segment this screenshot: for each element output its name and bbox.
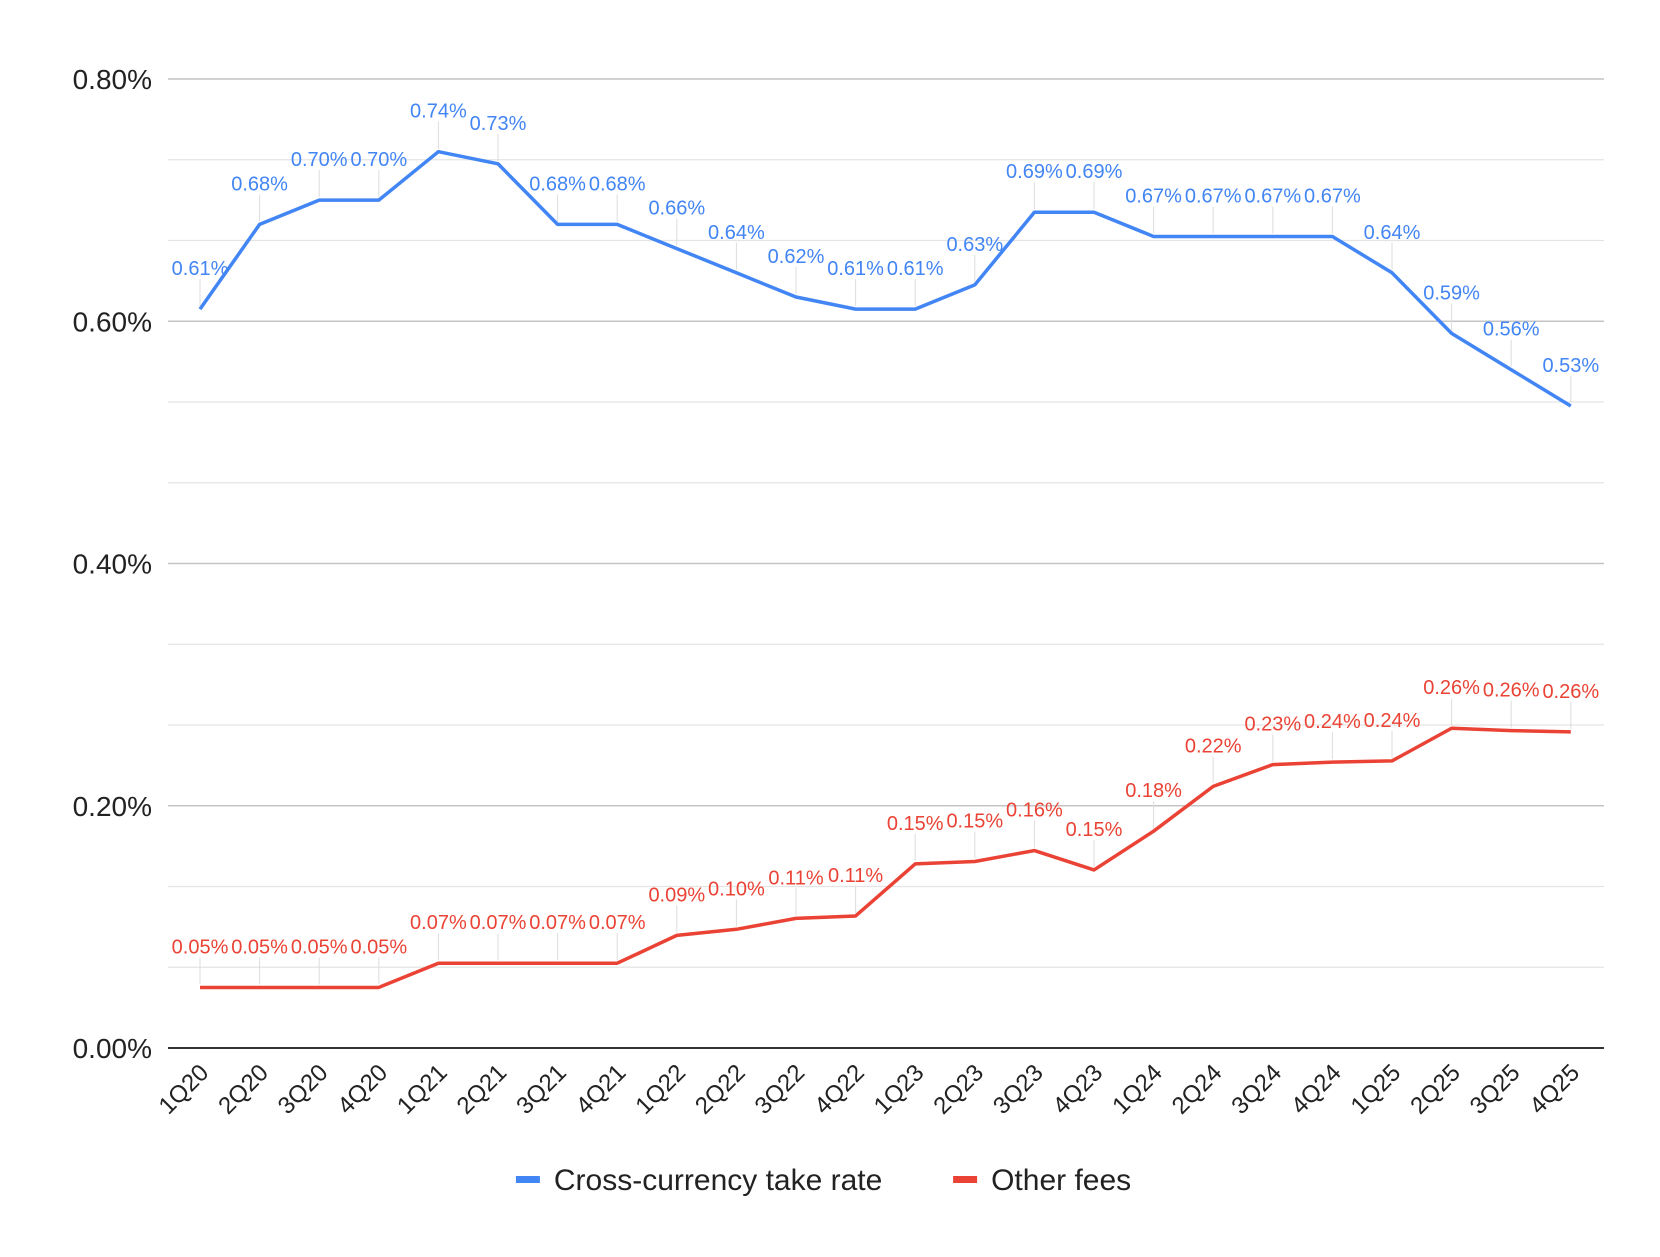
x-tick-label: 1Q22 — [630, 1059, 691, 1120]
data-label: 0.10% — [708, 878, 765, 900]
data-label: 0.22% — [1185, 735, 1242, 757]
series-line-cross-currency — [198, 149, 1572, 408]
data-label: 0.11% — [768, 867, 823, 889]
data-label: 0.07% — [589, 912, 646, 934]
data-label: 0.05% — [350, 936, 407, 958]
series-layer — [198, 149, 1572, 990]
data-label: 0.15% — [1066, 819, 1123, 841]
y-tick-label: 0.60% — [73, 306, 152, 337]
data-label: 0.07% — [529, 912, 586, 934]
x-tick-label: 2Q24 — [1167, 1059, 1228, 1120]
data-label: 0.68% — [231, 173, 288, 195]
data-label: 0.61% — [172, 258, 229, 280]
data-label: 0.69% — [1006, 161, 1063, 183]
data-label: 0.73% — [470, 113, 527, 135]
data-label: 0.23% — [1244, 714, 1301, 736]
data-label: 0.26% — [1542, 681, 1599, 703]
x-tick-label: 4Q21 — [571, 1059, 632, 1120]
data-label: 0.67% — [1125, 185, 1182, 207]
series-line-other-fees — [200, 726, 1571, 990]
data-label: 0.09% — [648, 884, 705, 906]
data-label: 0.69% — [1066, 161, 1123, 183]
y-tick-label: 0.20% — [73, 791, 152, 822]
x-tick-label: 2Q22 — [690, 1059, 751, 1120]
data-label: 0.15% — [887, 813, 944, 835]
data-label: 0.68% — [589, 173, 646, 195]
data-label: 0.56% — [1483, 319, 1540, 341]
label-layer: 0.61%0.68%0.70% 0.70%0.74%0.73%0.68% 0.68%… — [172, 101, 1599, 985]
x-tick-label: 4Q23 — [1048, 1059, 1109, 1120]
x-tick-label: 3Q24 — [1226, 1059, 1287, 1120]
legend: Cross-currency take rate Other fees — [515, 1164, 1131, 1197]
data-label: 0.67% — [1244, 185, 1301, 207]
x-tick-label: 1Q20 — [154, 1059, 215, 1120]
y-tick-label: 0.40% — [73, 549, 152, 580]
data-label: 0.64% — [708, 222, 765, 244]
legend-item-cross-currency: Cross-currency take rate — [515, 1164, 882, 1197]
data-label: 0.26% — [1483, 680, 1540, 702]
x-tick-label: 4Q22 — [809, 1059, 870, 1120]
data-label: 0.61% — [827, 258, 884, 280]
x-tick-label: 3Q25 — [1465, 1059, 1526, 1120]
data-label: 0.07% — [470, 912, 527, 934]
data-label: 0.05% — [172, 936, 229, 958]
x-tick-label: 4Q24 — [1286, 1059, 1347, 1120]
data-label: 0.16% — [1006, 800, 1063, 822]
x-tick-label: 3Q21 — [511, 1059, 572, 1120]
data-label: 0.61% — [887, 258, 944, 280]
legend-item-other-fees: Other fees — [953, 1164, 1131, 1197]
x-tick-label: 1Q21 — [392, 1059, 453, 1120]
data-label: 0.05% — [291, 936, 348, 958]
x-tick-label: 2Q20 — [213, 1059, 274, 1120]
x-tick-label: 1Q23 — [869, 1059, 930, 1120]
y-tick-label: 0.80% — [73, 64, 152, 95]
data-label: 0.24% — [1364, 710, 1421, 732]
legend-label: Cross-currency take rate — [554, 1164, 882, 1197]
legend-swatch — [953, 1176, 978, 1183]
data-label: 0.62% — [768, 246, 825, 268]
data-label: 0.07% — [410, 912, 467, 934]
data-label: 0.24% — [1304, 711, 1361, 733]
data-label: 0.05% — [231, 936, 288, 958]
y-tick-label: 0.00% — [73, 1033, 152, 1064]
x-tick-label: 1Q25 — [1346, 1059, 1407, 1120]
data-label: 0.67% — [1185, 185, 1242, 207]
x-tick-label: 3Q20 — [273, 1059, 334, 1120]
data-label: 0.70% — [291, 149, 348, 171]
x-tick-label: 2Q23 — [928, 1059, 989, 1120]
data-label: 0.11% — [828, 865, 883, 887]
data-label: 0.26% — [1423, 677, 1480, 699]
data-label: 0.64% — [1364, 222, 1421, 244]
data-label: 0.18% — [1125, 780, 1182, 802]
data-label: 0.53% — [1542, 355, 1599, 377]
data-label: 0.68% — [529, 173, 586, 195]
x-tick-label: 4Q20 — [332, 1059, 393, 1120]
x-tick-label: 4Q25 — [1524, 1059, 1585, 1120]
x-tick-label: 3Q22 — [750, 1059, 811, 1120]
x-tick-label: 2Q21 — [452, 1059, 513, 1120]
data-label: 0.67% — [1304, 185, 1361, 207]
legend-swatch — [515, 1176, 540, 1183]
x-tick-label: 3Q23 — [988, 1059, 1049, 1120]
data-label: 0.15% — [946, 810, 1003, 832]
data-label: 0.74% — [410, 101, 467, 123]
x-tick-label: 2Q25 — [1405, 1059, 1466, 1120]
data-label: 0.66% — [648, 198, 705, 220]
legend-label: Other fees — [991, 1164, 1131, 1197]
grid-layer — [168, 78, 1604, 968]
data-label: 0.63% — [946, 234, 1003, 256]
x-tick-label: 1Q24 — [1107, 1059, 1168, 1120]
data-label: 0.59% — [1423, 282, 1480, 304]
data-label: 0.70% — [350, 149, 407, 171]
